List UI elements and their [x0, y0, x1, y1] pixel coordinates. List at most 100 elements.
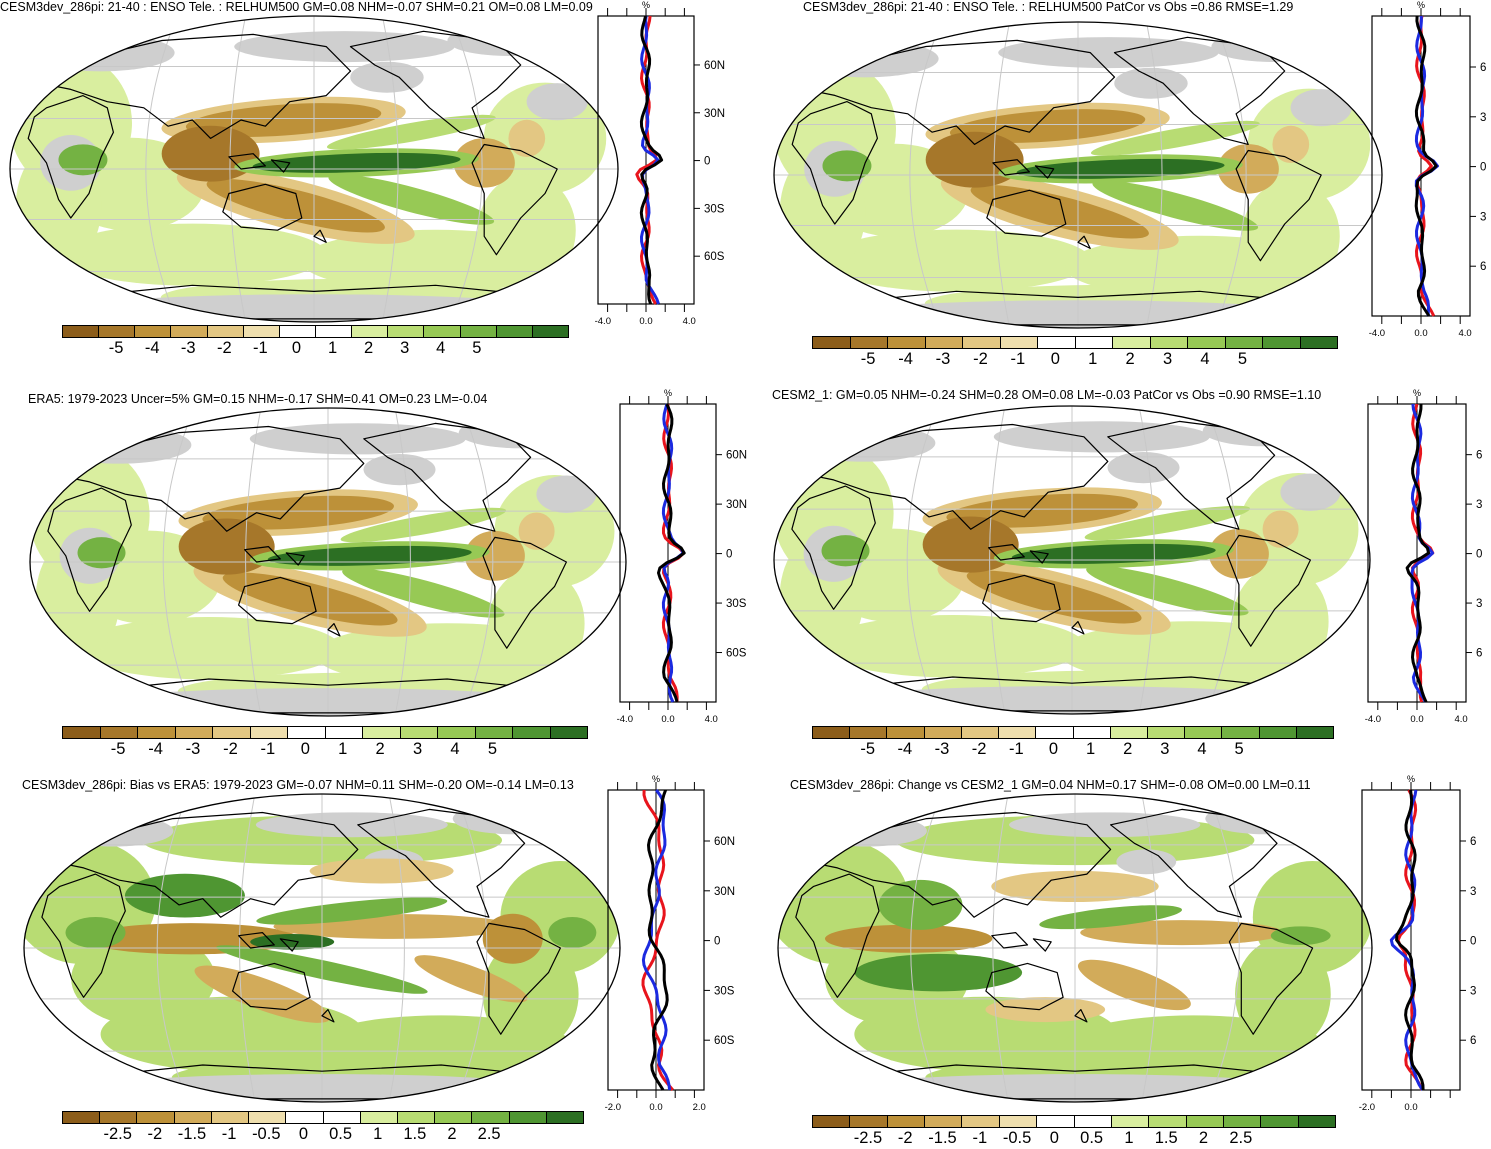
colorbar-label: -2.5: [853, 1129, 883, 1147]
zonal-lat-label: 6: [1470, 1035, 1476, 1047]
robinson-map: [29, 407, 627, 717]
colorbar-label: 4: [436, 339, 446, 357]
zonal-lat-label: 6: [1476, 450, 1482, 462]
colorbar-label: 3: [1160, 740, 1170, 758]
colorbar-swatch: [962, 1116, 1000, 1127]
colorbar-label: -0.5: [252, 1125, 281, 1143]
colorbar-label: -4: [898, 350, 913, 368]
colorbar-swatch: [135, 326, 172, 337]
zonal-x-label: 0.0: [1410, 714, 1423, 725]
zonal-lat-label: 60N: [714, 836, 735, 848]
colorbar-label: -2: [216, 339, 232, 357]
colorbar-label: -1: [1010, 350, 1026, 368]
zonal-line-mean: [1395, 789, 1425, 1091]
zonal-lat-label: 0: [1476, 549, 1482, 561]
colorbar-boxes: [62, 325, 569, 338]
colorbar-label: 2: [1198, 1129, 1209, 1147]
colorbar-swatch: [509, 1112, 547, 1123]
colorbar-swatch: [323, 1112, 361, 1123]
zonal-line-mean: [1405, 403, 1431, 703]
colorbar-label: 2: [375, 740, 385, 758]
colorbar-label: -5: [860, 740, 876, 758]
colorbar-label: 2.5: [477, 1125, 501, 1143]
colorbar-swatch: [1037, 1116, 1075, 1127]
zonal-x-label: 0.0: [1404, 1102, 1417, 1113]
colorbar-label: -0.5: [1002, 1129, 1032, 1147]
colorbar-swatch: [1110, 727, 1148, 738]
colorbar-swatch: [213, 727, 251, 738]
colorbar-swatch: [250, 727, 288, 738]
colorbar-label: 1: [1085, 740, 1096, 758]
panel-title: CESM3dev_286pi: Bias vs ERA5: 1979-2023 …: [22, 778, 574, 792]
colorbar-swatch: [1185, 727, 1223, 738]
colorbar-swatch: [137, 1112, 175, 1123]
colorbar-swatch: [286, 1112, 324, 1123]
colorbar-swatch: [325, 727, 363, 738]
zonal-unit-label: %: [642, 0, 650, 10]
colorbar-label: 2: [364, 339, 374, 357]
colorbar-swatch: [400, 727, 438, 738]
colorbar-swatch: [1111, 1116, 1150, 1127]
colorbar-label: 1.5: [1154, 1129, 1178, 1147]
colorbar-swatch: [999, 727, 1037, 738]
zonal-x-label: 4.0: [1454, 714, 1467, 725]
colorbar-swatch: [63, 1112, 101, 1123]
colorbar-label: 3: [400, 339, 410, 357]
colorbar-swatch: [138, 727, 176, 738]
zonal-lat-label: 30S: [704, 203, 725, 215]
zonal-lat-label: 60N: [726, 450, 747, 462]
zonal-lat-label: 6: [1480, 261, 1486, 273]
colorbar-label: -1.5: [177, 1125, 207, 1143]
zonal-lat-label: 3: [1476, 499, 1482, 511]
colorbar-swatch: [1188, 337, 1226, 348]
colorbar-label: 0.5: [1080, 1129, 1104, 1147]
colorbar-label: -2: [147, 1125, 163, 1143]
colorbar-label: 0: [298, 1125, 309, 1143]
colorbar-boxes: [812, 1115, 1336, 1128]
zonal-line-mean: [657, 403, 686, 703]
colorbar-boxes: [812, 726, 1334, 739]
colorbar-swatch: [99, 326, 136, 337]
colorbar-swatch: [1259, 727, 1297, 738]
zonal-mean-plot: % 6 3 0 3 6 -4.0 0.0 4.0: [1365, 388, 1483, 725]
colorbar-swatch: [1150, 337, 1188, 348]
zonal-lat-label: 6: [1480, 62, 1486, 74]
colorbar-label: -2.5: [103, 1125, 132, 1143]
panel-title: ERA5: 1979-2023 Uncer=5% GM=0.15 NHM=-0.…: [28, 392, 488, 406]
colorbar-label: 1.5: [403, 1125, 427, 1143]
robinson-map: [777, 793, 1373, 1103]
zonal-lat-label: 0: [1470, 936, 1476, 948]
colorbar-label: 1: [327, 339, 338, 357]
colorbar-swatch: [207, 326, 244, 337]
robinson-map: [23, 793, 621, 1103]
zonal-x-label: -4.0: [617, 714, 633, 725]
colorbar-swatch: [1223, 1116, 1262, 1127]
colorbar-swatch: [888, 337, 926, 348]
colorbar-boxes: [812, 336, 1338, 349]
colorbar-swatch: [1296, 727, 1334, 738]
colorbar-swatch: [174, 1112, 212, 1123]
colorbar-label: -5: [108, 339, 124, 357]
colorbar-swatch: [279, 326, 316, 337]
zonal-lat-label: 30N: [704, 108, 725, 120]
colorbar-swatch: [550, 727, 587, 738]
zonal-lat-label: 30S: [726, 598, 747, 610]
zonal-mean-plot: % 60N 30N 0 30S 60S -4.0 0.0 4.0: [617, 388, 747, 725]
zonal-line-mean: [639, 15, 664, 305]
zonal-line-mean: [1414, 15, 1438, 317]
zonal-mean-plot: % 60N 30N 0 30S 60S -2.0 0.0 2.0: [605, 774, 735, 1113]
colorbar-swatch: [288, 727, 326, 738]
colorbar-swatch: [175, 727, 213, 738]
colorbar-swatch: [1261, 1116, 1299, 1127]
zonal-unit-label: %: [652, 774, 660, 784]
colorbar-swatch: [1222, 727, 1260, 738]
colorbar-label: -3: [934, 740, 950, 758]
colorbar-label: 0: [291, 339, 302, 357]
colorbar-swatch: [1036, 727, 1074, 738]
zonal-line-mean: [647, 789, 669, 1091]
zonal-lat-label: 60S: [714, 1035, 735, 1047]
colorbar-label: -1: [221, 1125, 237, 1143]
colorbar-label: -4: [144, 339, 160, 357]
colorbar-label: -1: [260, 740, 276, 758]
zonal-lat-label: 6: [1470, 836, 1476, 848]
